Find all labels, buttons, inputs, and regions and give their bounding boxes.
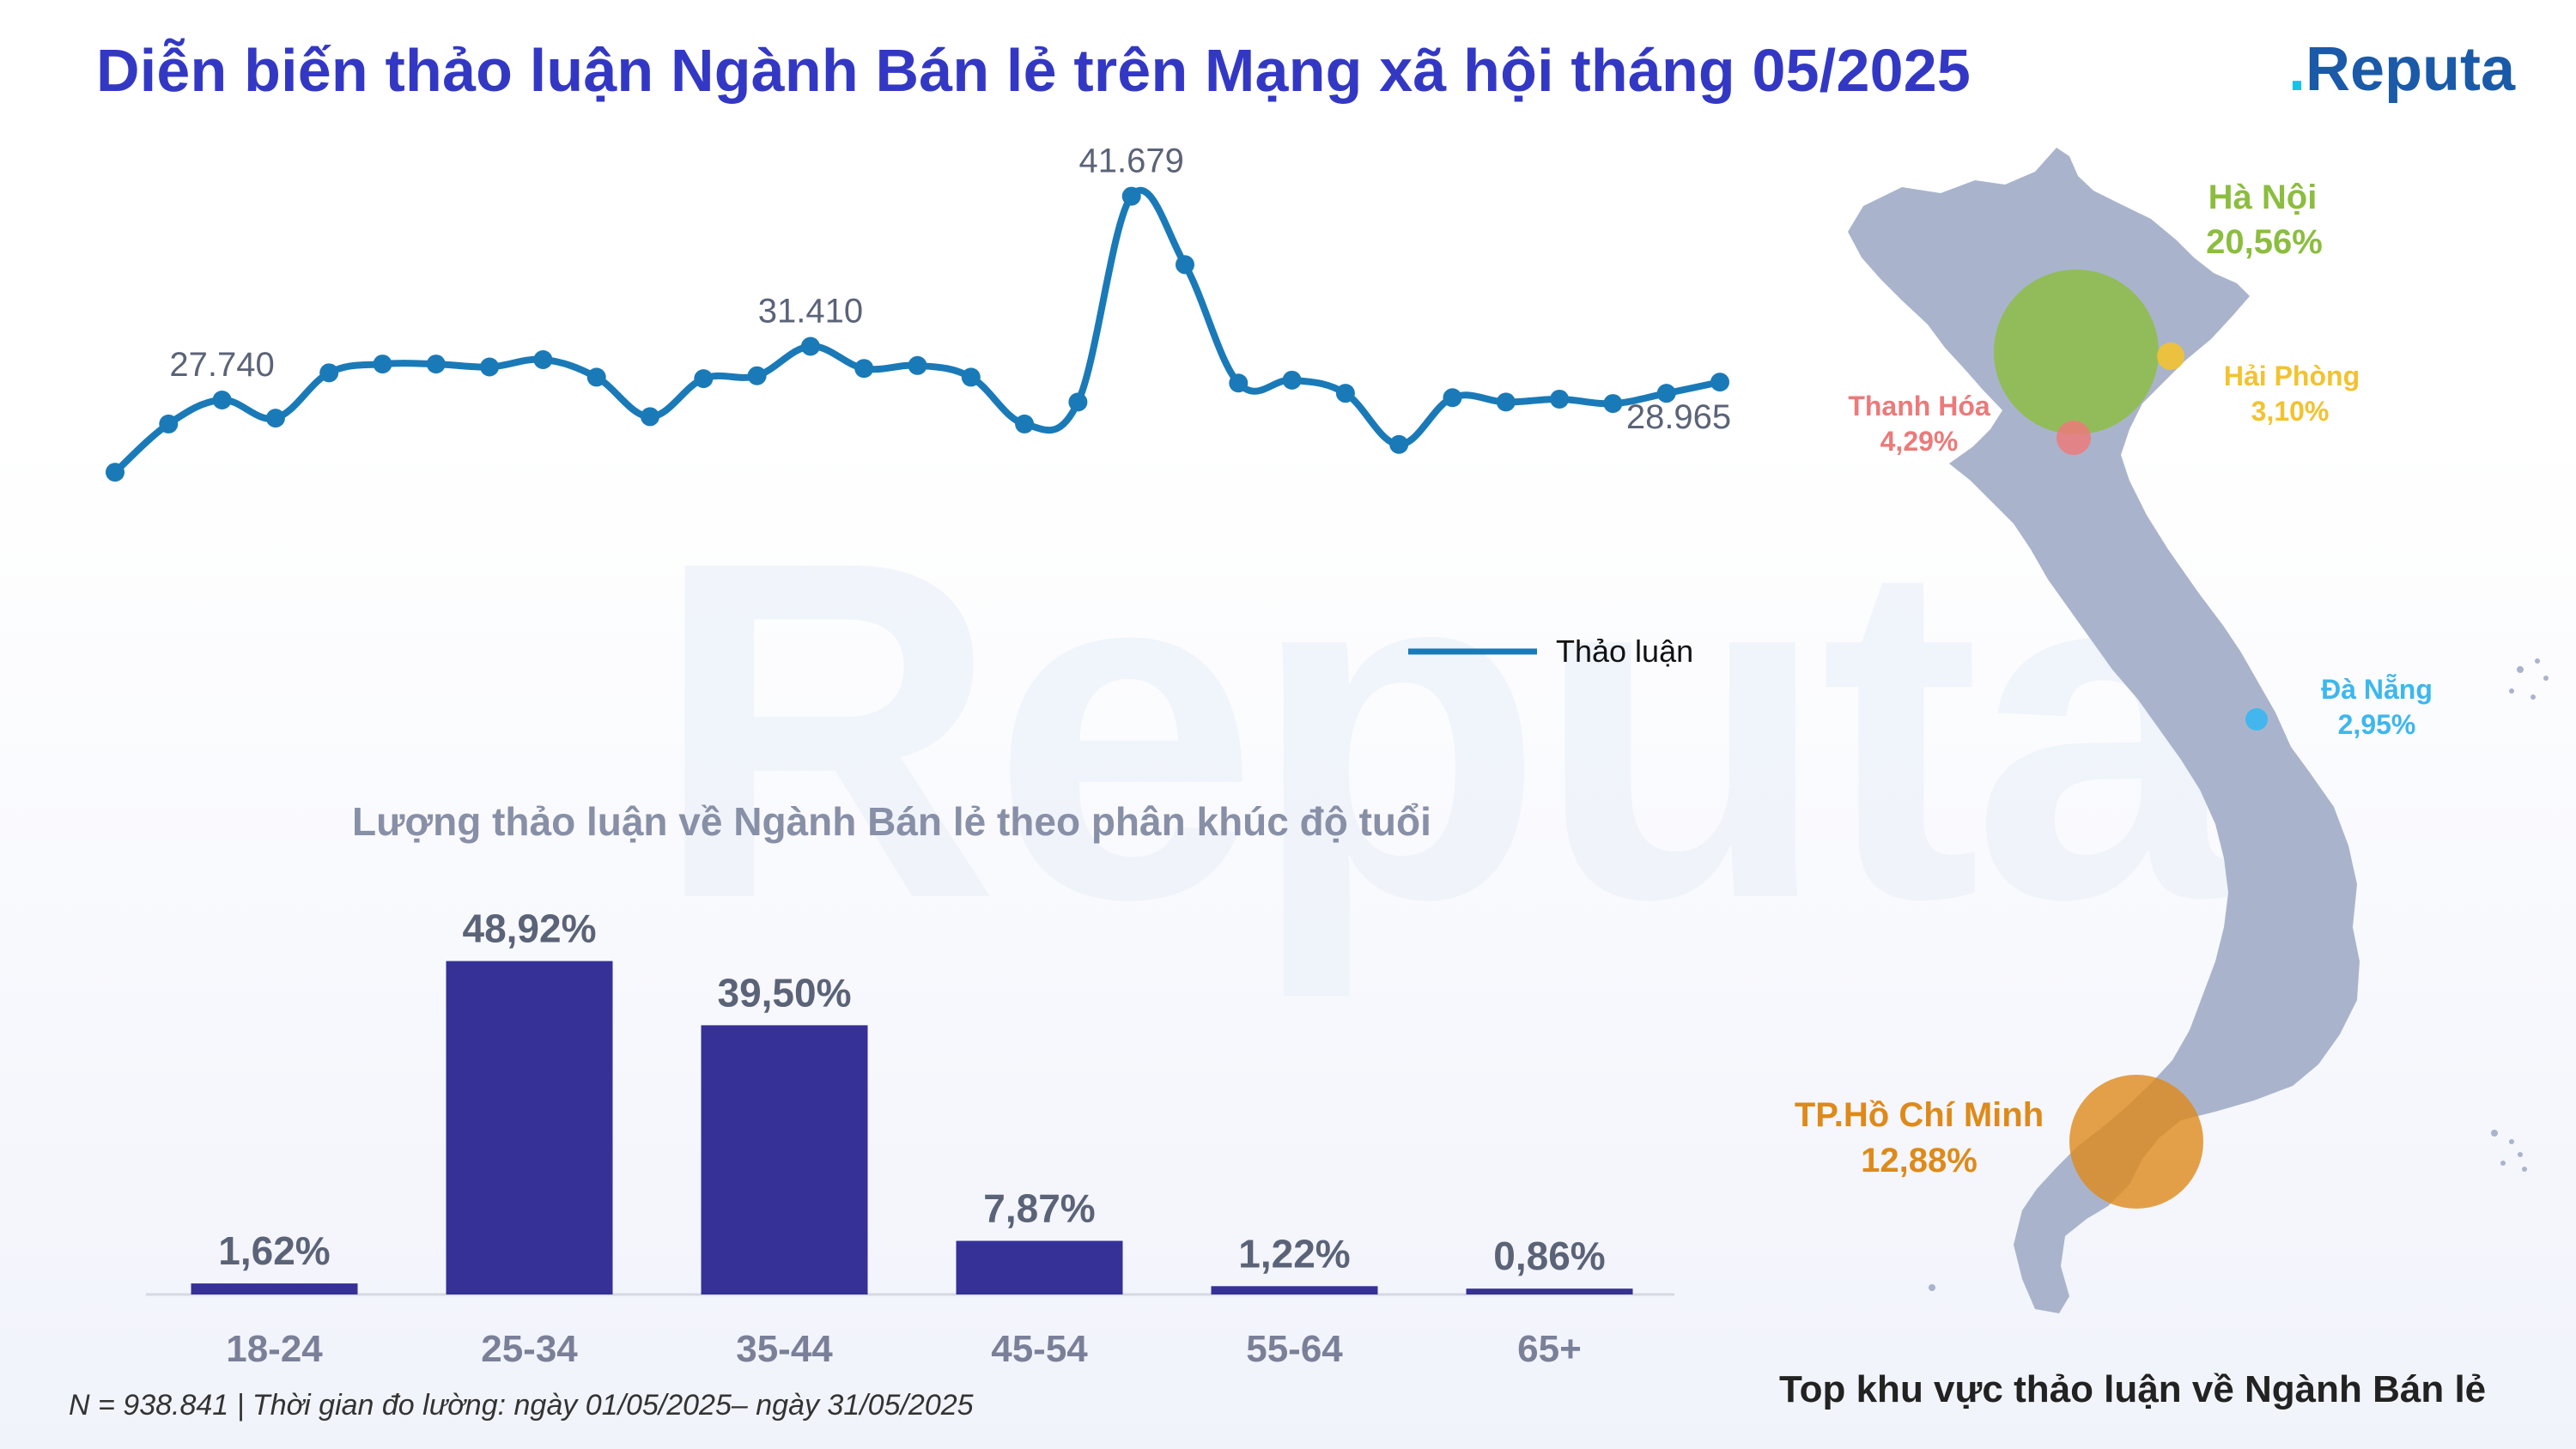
- line-point-01-05: [106, 463, 125, 482]
- legend-label: Thảo luận: [1556, 634, 1693, 669]
- bar-45-54: [956, 1240, 1123, 1294]
- bar-value-label: 1,22%: [1238, 1231, 1350, 1276]
- city-value-da-nang: 2,95%: [2338, 709, 2416, 740]
- line-point-20-05: [1121, 186, 1141, 206]
- line-data-label: 28.965: [1626, 398, 1731, 436]
- line-point-21-05: [1176, 255, 1194, 275]
- city-bubble-thanh-hoa: [2057, 421, 2091, 455]
- bar-chart: 1,62% 48,92% 39,50% 7,87% 1,22% 0,86% 18-24 25…: [146, 906, 1674, 1370]
- reputa-logo: .Reputa: [2288, 35, 2516, 104]
- line-point-27-05: [1496, 392, 1516, 412]
- city-bubble-ho-chi-minh: [2069, 1075, 2203, 1209]
- line-point-04-05: [265, 409, 285, 428]
- bar-value-label: 1,62%: [218, 1228, 330, 1273]
- line-point-23-05: [1282, 370, 1302, 390]
- city-label-thanh-hoa: Thanh Hóa: [1848, 391, 1990, 421]
- line-point-15-05: [854, 359, 874, 379]
- bar-category-label: 55-64: [1246, 1328, 1343, 1370]
- line-data-labels: 27.740 31.410 41.679 28.965: [169, 142, 1731, 437]
- bar-value-label: 7,87%: [983, 1186, 1095, 1231]
- vietnam-map-shape: [1848, 148, 2360, 1313]
- page-title: Diễn biến thảo luận Ngành Bán lẻ trên Mạ…: [96, 37, 1971, 104]
- line-data-label: 27.740: [169, 346, 274, 384]
- bar-category-label: 65+: [1517, 1328, 1582, 1370]
- watermark: Reputa: [653, 461, 2239, 998]
- line-point-24-05: [1335, 384, 1355, 403]
- line-point-06-05: [373, 355, 392, 374]
- line-point-19-05: [1068, 392, 1088, 412]
- city-value-thanh-hoa: 4,29%: [1880, 426, 1959, 457]
- city-value-ha-noi: 20,56%: [2206, 223, 2323, 261]
- bar-18-24: [191, 1283, 358, 1294]
- bar-category-label: 45-54: [991, 1328, 1088, 1370]
- line-point-02-05: [159, 414, 179, 433]
- footnote: N = 938.841 | Thời gian đo lường: ngày 0…: [69, 1389, 974, 1422]
- line-point-05-05: [319, 363, 339, 383]
- bar-value-label: 48,92%: [462, 906, 596, 951]
- city-bubble-ha-noi: [1994, 270, 2159, 434]
- city-label-ha-noi: Hà Nội: [2208, 179, 2318, 216]
- line-point-22-05: [1229, 373, 1249, 393]
- line-point-28-05: [1550, 389, 1570, 409]
- city-label-hai-phong: Hải Phòng: [2224, 361, 2360, 391]
- line-point-25-05: [1389, 434, 1409, 454]
- line-point-17-05: [961, 367, 981, 387]
- line-point-11-05: [641, 407, 659, 427]
- bar-chart-title: Lượng thảo luận về Ngành Bán lẻ theo phâ…: [352, 799, 1431, 844]
- city-bubble-da-nang: [2245, 708, 2268, 731]
- bar-category-label: 25-34: [481, 1328, 578, 1370]
- line-chart: 27.740 31.410 41.679 28.965: [106, 142, 1731, 482]
- line-point-31-05: [1710, 373, 1729, 392]
- line-point-16-05: [908, 355, 927, 375]
- bars: [191, 961, 1633, 1294]
- bar-55-64: [1211, 1286, 1378, 1294]
- city-label-da-nang: Đà Nẵng: [2321, 674, 2433, 705]
- line-series-thao-luan: [112, 186, 1723, 476]
- bar-65+: [1466, 1288, 1633, 1294]
- line-point-10-05: [586, 367, 606, 387]
- city-bubble-hai-phong: [2157, 343, 2184, 370]
- line-point-08-05: [480, 357, 500, 377]
- line-point-29-05: [1603, 394, 1623, 414]
- line-point-07-05: [426, 355, 446, 374]
- line-point-03-05: [212, 390, 232, 409]
- map-caption: Top khu vực thảo luận về Ngành Bán lẻ: [1779, 1368, 2487, 1410]
- line-data-label: 31.410: [758, 292, 863, 330]
- bar-value-label: 39,50%: [717, 970, 851, 1015]
- line-point-09-05: [533, 349, 553, 369]
- line-point-30-05: [1656, 384, 1676, 403]
- bar-category-label: 18-24: [226, 1328, 323, 1370]
- line-point-26-05: [1443, 388, 1462, 408]
- city-label-ho-chi-minh: TP.Hồ Chí Minh: [1795, 1096, 2044, 1134]
- line-point-18-05: [1015, 414, 1035, 433]
- city-value-hai-phong: 3,10%: [2251, 396, 2330, 427]
- line-data-label: 41.679: [1079, 142, 1184, 180]
- line-point-13-05: [747, 366, 767, 385]
- line-legend: Thảo luận: [1408, 634, 1693, 669]
- bar-value-labels: 1,62% 48,92% 39,50% 7,87% 1,22% 0,86%: [218, 906, 1605, 1279]
- logo-text: Reputa: [2306, 35, 2516, 104]
- bar-25-34: [446, 961, 613, 1294]
- island-dots: [1929, 658, 2549, 1291]
- city-value-ho-chi-minh: 12,88%: [1861, 1142, 1978, 1179]
- bar-category-labels: 18-24 25-34 35-44 45-54 55-64 65+: [226, 1328, 1582, 1370]
- vietnam-map: Hà Nội 20,56% Hải Phòng 3,10% Thanh Hóa …: [1795, 148, 2549, 1313]
- bar-category-label: 35-44: [736, 1328, 833, 1370]
- line-point-14-05: [800, 336, 820, 356]
- bar-value-label: 0,86%: [1493, 1234, 1605, 1278]
- bar-35-44: [701, 1025, 868, 1294]
- line-point-12-05: [694, 369, 714, 389]
- line-points: [106, 186, 1729, 482]
